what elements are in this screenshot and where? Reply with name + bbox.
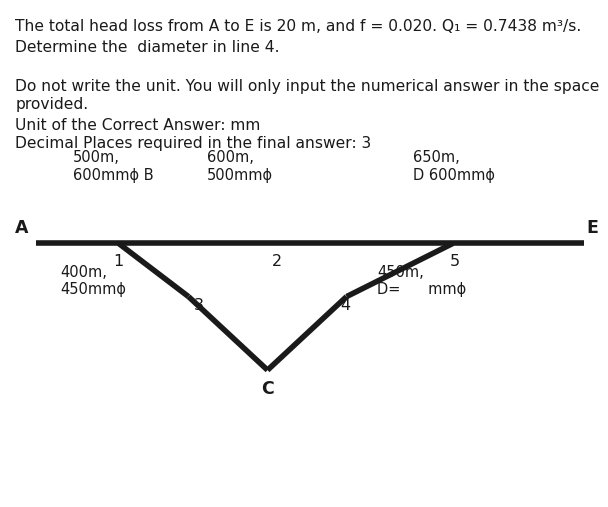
Text: 450m,
D=      mmϕ: 450m, D= mmϕ (377, 265, 466, 297)
Text: 2: 2 (272, 254, 282, 269)
Text: 3: 3 (193, 298, 203, 313)
Text: A: A (15, 219, 28, 237)
Text: The total head loss from A to E is 20 m, and f = 0.020. Q₁ = 0.7438 m³/s.: The total head loss from A to E is 20 m,… (15, 19, 581, 34)
Text: 500m,
600mmϕ B: 500m, 600mmϕ B (73, 150, 154, 183)
Text: provided.: provided. (15, 97, 88, 113)
Text: Decimal Places required in the final answer: 3: Decimal Places required in the final ans… (15, 136, 371, 151)
Text: Determine the  diameter in line 4.: Determine the diameter in line 4. (15, 40, 280, 55)
Text: 1: 1 (114, 254, 123, 269)
Text: E: E (586, 219, 598, 237)
Text: 5: 5 (450, 254, 460, 269)
Text: 600m,
500mmϕ: 600m, 500mmϕ (207, 150, 273, 183)
Text: 650m,
D 600mmϕ: 650m, D 600mmϕ (413, 150, 496, 183)
Text: C: C (261, 380, 274, 399)
Text: 4: 4 (340, 298, 351, 313)
Text: 400m,
450mmϕ: 400m, 450mmϕ (61, 265, 127, 297)
Text: Unit of the Correct Answer: mm: Unit of the Correct Answer: mm (15, 118, 261, 133)
Text: Do not write the unit. You will only input the numerical answer in the space: Do not write the unit. You will only inp… (15, 79, 599, 94)
